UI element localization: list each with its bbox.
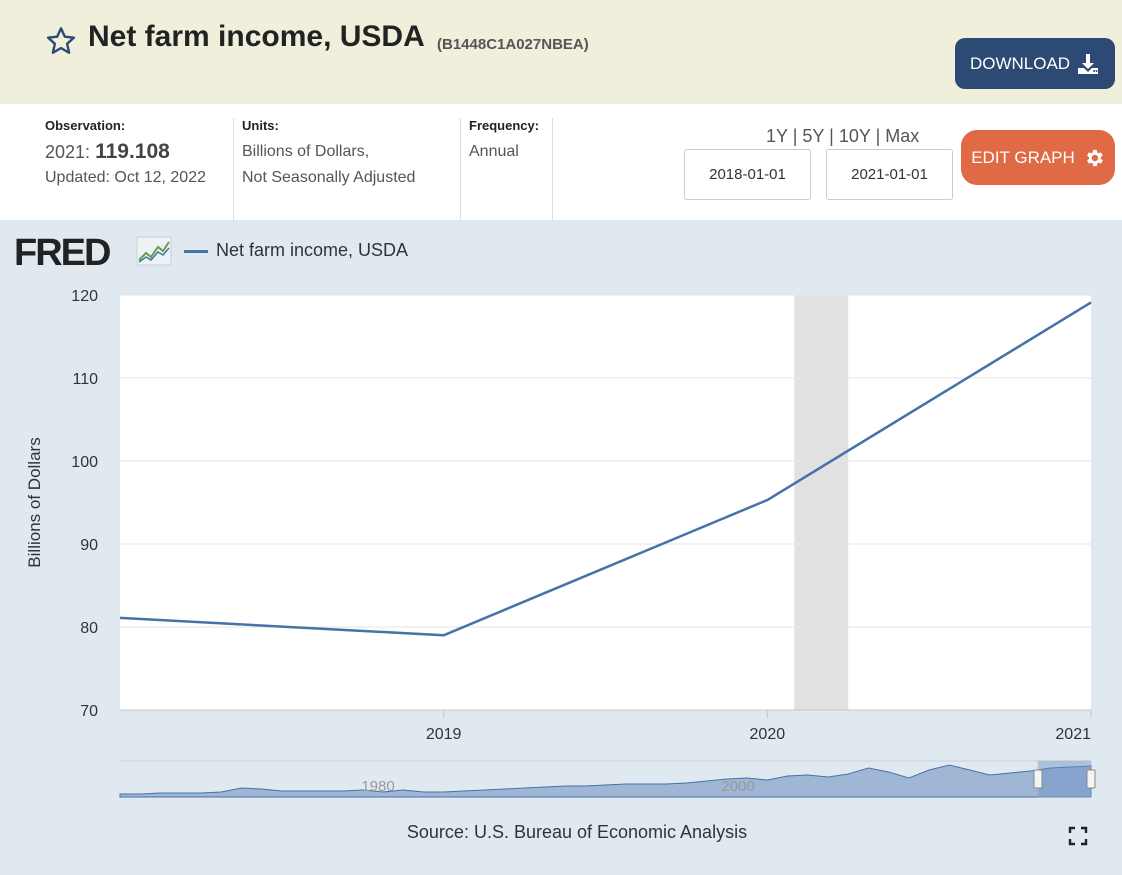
range-separator: |: [829, 126, 834, 146]
chart-source: Source: U.S. Bureau of Economic Analysis: [406, 822, 748, 842]
units-block: Units: Billions of Dollars, Not Seasonal…: [242, 118, 461, 220]
page-header: Net farm income, USDA (B1448C1A027NBEA) …: [0, 0, 1122, 104]
star-outline-icon[interactable]: [44, 25, 78, 57]
legend-label: Net farm income, USDA: [216, 240, 409, 260]
series-line: [119, 301, 1092, 637]
y-tick-label: 90: [80, 537, 98, 554]
edit-graph-button[interactable]: EDIT GRAPH: [961, 130, 1115, 185]
recession-band: [794, 295, 849, 710]
y-tick-label: 80: [80, 620, 98, 637]
series-title: Net farm income, USDA: [88, 20, 425, 53]
navigator-label: 2000: [721, 778, 754, 795]
frequency-block: Frequency: Annual: [469, 118, 553, 220]
navigator-label: 1980: [361, 778, 394, 795]
updated-date: Updated: Oct 12, 2022: [45, 169, 206, 186]
navigator-handle[interactable]: [1086, 769, 1096, 789]
fred-logo: FRED: [14, 232, 111, 274]
frequency-value: Annual: [469, 143, 519, 160]
range-5y[interactable]: 5Y: [802, 126, 825, 146]
start-date-input[interactable]: [684, 149, 811, 200]
observation-block: Observation: 2021: 119.108 Updated: Oct …: [45, 118, 234, 220]
plot-area: [120, 295, 1091, 710]
x-tick-label: 2021: [1055, 726, 1091, 743]
legend-swatch: [184, 250, 208, 253]
download-button-label: DOWNLOAD: [969, 53, 1071, 73]
end-date-input[interactable]: [826, 149, 953, 200]
fred-chart-icon: [136, 236, 172, 266]
units-line-2: Not Seasonally Adjusted: [242, 169, 416, 186]
navigator-area: [119, 764, 1092, 798]
edit-graph-label: EDIT GRAPH: [971, 147, 1075, 167]
y-tick-label: 120: [71, 288, 98, 305]
chart-panel: FRED Net farm income, USDA 70 80 90 100 110 1…: [0, 220, 1122, 875]
series-meta: Observation: 2021: 119.108 Updated: Oct …: [0, 104, 1122, 220]
observation-value: 119.108: [95, 140, 170, 163]
units-line-1: Billions of Dollars,: [242, 143, 370, 160]
x-tick-label: 2019: [426, 726, 462, 743]
observation-row: 2021: 119.108: [45, 139, 233, 165]
x-tick-label: 2020: [750, 726, 786, 743]
y-axis-label: Billions of Dollars: [25, 437, 44, 567]
navigator-selection: [1037, 760, 1092, 798]
observation-year: 2021:: [45, 142, 91, 162]
range-separator: |: [875, 126, 881, 146]
series-id: (B1448C1A027NBEA): [437, 36, 589, 53]
units-label: Units:: [242, 118, 279, 133]
range-10y[interactable]: 10Y: [838, 126, 871, 146]
gear-icon: [1086, 149, 1103, 166]
range-1y[interactable]: 1Y: [766, 126, 788, 146]
download-icon: [1078, 53, 1099, 74]
navigator-handle[interactable]: [1033, 769, 1043, 789]
observation-label: Observation:: [45, 118, 126, 133]
range-max[interactable]: Max: [885, 126, 920, 146]
y-tick-label: 100: [71, 454, 98, 471]
range-separator: |: [792, 126, 798, 146]
y-tick-label: 70: [80, 703, 98, 720]
y-tick-label: 110: [72, 371, 98, 388]
fullscreen-icon[interactable]: [1068, 826, 1088, 846]
frequency-label: Frequency:: [469, 118, 540, 133]
download-button[interactable]: DOWNLOAD: [955, 38, 1115, 89]
date-range-shortcuts: 1Y | 5Y | 10Y | Max: [766, 126, 919, 147]
line-chart: 70 80 90 100 110 120 2019 2020 2021 Billions of D…: [25, 288, 1096, 798]
